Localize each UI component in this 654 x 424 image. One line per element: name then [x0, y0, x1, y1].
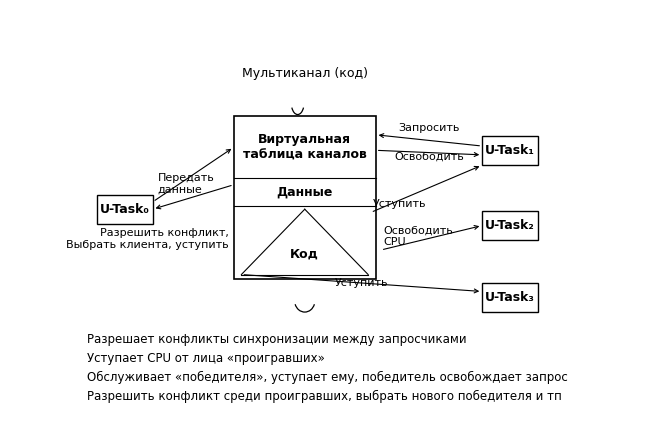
Bar [482, 283, 538, 312]
Text: Обслуживает «победителя», уступает ему, победитель освобождает запрос: Обслуживает «победителя», уступает ему, … [87, 371, 568, 384]
Text: Освободить: Освободить [394, 152, 464, 162]
Bar [482, 136, 538, 165]
Text: Разрешить конфликт,
Выбрать клиента, уступить: Разрешить конфликт, Выбрать клиента, уст… [66, 228, 229, 250]
Bar [97, 195, 153, 224]
Text: Освободить
CPU: Освободить CPU [383, 225, 453, 247]
Text: U-Task₀: U-Task₀ [100, 203, 150, 216]
Bar [234, 116, 376, 279]
Text: U-Task₃: U-Task₃ [485, 291, 535, 304]
Text: Мультиканал (код): Мультиканал (код) [242, 67, 368, 80]
Text: Передать
данные: Передать данные [158, 173, 215, 194]
Text: Уступить: Уступить [335, 278, 388, 288]
Text: Уступить: Уступить [373, 199, 426, 209]
Text: Разрешает конфликты синхронизации между запросчиками: Разрешает конфликты синхронизации между … [87, 333, 466, 346]
Bar [482, 211, 538, 240]
Text: Уступает CPU от лица «проигравших»: Уступает CPU от лица «проигравших» [87, 352, 324, 365]
Text: Разрешить конфликт среди проигравших, выбрать нового победителя и тп: Разрешить конфликт среди проигравших, вы… [87, 390, 562, 403]
Text: Данные: Данные [277, 186, 333, 198]
Text: Запросить: Запросить [398, 123, 460, 133]
Text: U-Task₂: U-Task₂ [485, 219, 535, 232]
Text: Виртуальная
таблица каналов: Виртуальная таблица каналов [243, 133, 367, 161]
Text: Код: Код [290, 247, 319, 260]
Text: U-Task₁: U-Task₁ [485, 144, 535, 157]
